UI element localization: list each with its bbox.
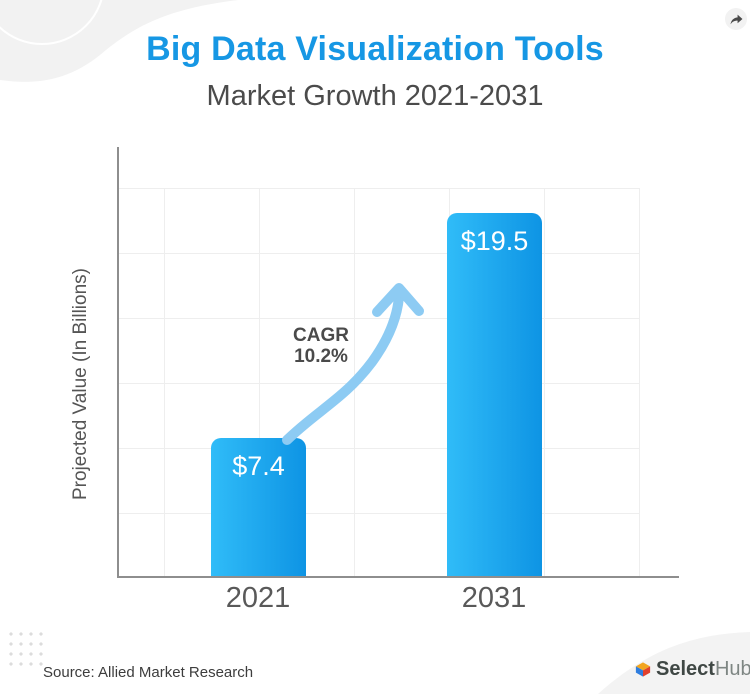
cagr-annotation: CAGR 10.2% bbox=[285, 325, 357, 367]
y-axis-label: Projected Value (In Billions) bbox=[70, 268, 91, 500]
selecthub-logo: SelectHub bbox=[635, 659, 750, 679]
source-text: Source: Allied Market Research bbox=[43, 664, 254, 681]
bar-value-label-2021: $7.4 bbox=[232, 451, 285, 481]
chart-title: Big Data Visualization Tools bbox=[146, 30, 604, 68]
share-button[interactable] bbox=[725, 8, 747, 30]
bar-2031: $19.5 bbox=[447, 213, 542, 576]
brand-name: SelectHub bbox=[656, 659, 750, 679]
chart-subtitle: Market Growth 2021-2031 bbox=[206, 80, 544, 112]
decor-dot-grid bbox=[6, 629, 46, 669]
decor-swoosh-top-left bbox=[0, 0, 238, 82]
x-tick-2021: 2021 bbox=[225, 582, 291, 614]
bar-value-label-2031: $19.5 bbox=[460, 226, 529, 256]
brand-name-bold: Select bbox=[656, 658, 715, 680]
bar-2021: $7.4 bbox=[211, 438, 306, 576]
decor-swoosh-bottom-right bbox=[590, 632, 750, 694]
x-tick-2031: 2031 bbox=[461, 582, 527, 614]
share-icon bbox=[730, 14, 742, 24]
brand-name-light: Hub bbox=[714, 658, 750, 680]
selecthub-cube-icon bbox=[635, 661, 651, 677]
cagr-value: 10.2% bbox=[294, 346, 348, 367]
plot-area bbox=[117, 147, 679, 578]
cagr-label: CAGR bbox=[293, 325, 349, 346]
